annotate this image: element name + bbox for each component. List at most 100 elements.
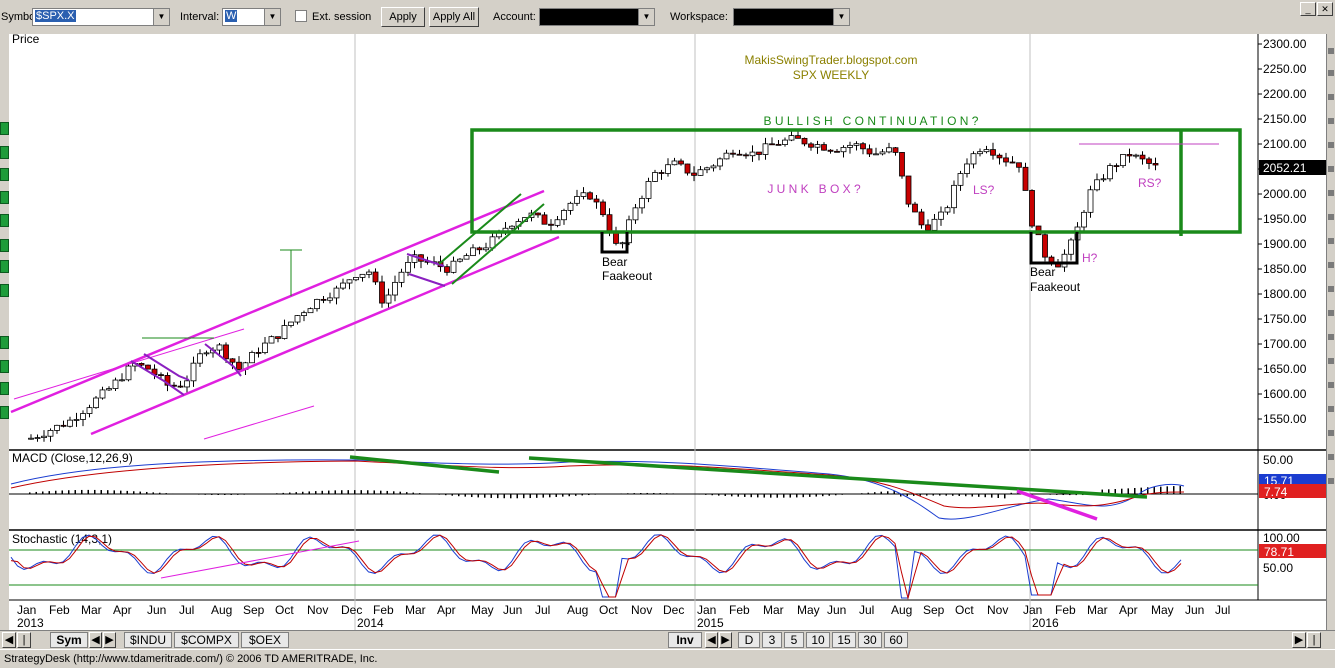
tool-button[interactable] — [0, 260, 9, 273]
minimize-icon[interactable]: _ — [1300, 2, 1316, 16]
tool-dot[interactable] — [1328, 430, 1334, 436]
macd-bar — [737, 494, 739, 497]
tool-dot[interactable] — [1328, 118, 1334, 124]
macd-bar — [633, 493, 635, 494]
tool-button[interactable] — [0, 214, 9, 227]
account-combo[interactable]: ▼ — [539, 8, 655, 26]
candle-body — [405, 262, 411, 273]
apply-button[interactable]: Apply — [381, 7, 425, 27]
period-tab[interactable]: 60 — [884, 632, 908, 648]
scroll-right-icon[interactable]: | — [1307, 632, 1321, 648]
tool-button[interactable] — [0, 382, 9, 395]
dropdown-arrow-icon[interactable]: ▼ — [638, 9, 654, 25]
period-tab[interactable]: 10 — [806, 632, 830, 648]
scroll-right-icon[interactable]: ▶ — [103, 632, 116, 648]
tool-button[interactable] — [0, 284, 9, 297]
macd-bar — [29, 492, 31, 494]
tool-dot[interactable] — [1328, 454, 1334, 460]
macd-bar — [334, 490, 336, 494]
macd-bar — [685, 493, 687, 495]
tool-dot[interactable] — [1328, 48, 1334, 54]
tool-dot[interactable] — [1328, 478, 1334, 484]
candle-body — [73, 419, 80, 421]
symbol-tab[interactable]: $INDU — [124, 632, 172, 648]
candle-body — [743, 154, 749, 157]
symbol-tab[interactable]: $COMPX — [174, 632, 239, 648]
symbol-value[interactable]: $SPX.X — [35, 10, 76, 22]
right-tool-strip — [1326, 34, 1335, 630]
stoch-tick-label: 100.00 — [1263, 531, 1300, 545]
tool-button[interactable] — [0, 168, 9, 181]
price-chart[interactable]: Price MakisSwingTrader.blogspot.com SPX … — [9, 34, 1326, 630]
bear-fakeout-label: Faakeout — [1030, 280, 1081, 294]
h-annotation: H? — [1082, 251, 1098, 265]
tool-dot[interactable] — [1328, 142, 1334, 148]
tool-dot[interactable] — [1328, 238, 1334, 244]
macd-bar — [42, 491, 44, 494]
tool-dot[interactable] — [1328, 382, 1334, 388]
tool-button[interactable] — [0, 360, 9, 373]
close-icon[interactable]: ✕ — [1317, 2, 1333, 16]
flag-line — [204, 343, 242, 377]
apply-all-button[interactable]: Apply All — [429, 7, 479, 27]
macd-bar — [607, 493, 609, 495]
interval-value[interactable]: W — [225, 10, 238, 22]
period-tab[interactable]: 30 — [858, 632, 882, 648]
scroll-left-icon[interactable]: | — [17, 632, 31, 648]
dropdown-arrow-icon[interactable]: ▼ — [264, 9, 280, 25]
tool-dot[interactable] — [1328, 310, 1334, 316]
sym-tab[interactable]: Sym — [50, 632, 88, 648]
month-label: Mar — [81, 603, 102, 617]
symbol-tab[interactable]: $OEX — [241, 632, 289, 648]
macd-bar — [1036, 494, 1038, 495]
tool-dot[interactable] — [1328, 190, 1334, 196]
scroll-right-icon[interactable]: ▶ — [1292, 632, 1306, 648]
tool-button[interactable] — [0, 191, 9, 204]
macd-bar — [672, 493, 674, 494]
month-label: Apr — [113, 603, 132, 617]
tool-dot[interactable] — [1328, 286, 1334, 292]
symbol-combo[interactable]: $SPX.X ▼ — [32, 8, 170, 26]
period-tab[interactable]: 5 — [784, 632, 804, 648]
tool-button[interactable] — [0, 122, 9, 135]
year-label: 2015 — [697, 616, 724, 630]
dropdown-arrow-icon[interactable]: ▼ — [153, 9, 169, 25]
tool-dot[interactable] — [1328, 214, 1334, 220]
month-label: Jul — [859, 603, 874, 617]
candle-body — [1146, 158, 1152, 164]
tool-dot[interactable] — [1328, 70, 1334, 76]
period-tab[interactable]: 15 — [832, 632, 856, 648]
candle-body — [710, 165, 717, 169]
workspace-combo[interactable]: ▼ — [733, 8, 850, 26]
tool-button[interactable] — [0, 406, 9, 419]
toolbar: Symbol: $SPX.X ▼ Interval: W ▼ Ext. sess… — [0, 0, 1335, 35]
ext-session-checkbox[interactable] — [295, 10, 307, 22]
scroll-left-icon[interactable]: ◀ — [89, 632, 102, 648]
tool-button[interactable] — [0, 146, 9, 159]
tool-button[interactable] — [0, 239, 9, 252]
scroll-right-icon[interactable]: ▶ — [719, 632, 732, 648]
tool-dot[interactable] — [1328, 358, 1334, 364]
macd-bar — [809, 494, 811, 497]
macd-bar — [146, 491, 148, 494]
candle-body — [41, 435, 47, 438]
period-tab[interactable]: D — [738, 632, 760, 648]
scroll-left-icon[interactable]: ◀ — [705, 632, 718, 648]
macd-bar — [516, 494, 518, 499]
tool-dot[interactable] — [1328, 406, 1334, 412]
scroll-left-icon[interactable]: ◀ — [2, 632, 16, 648]
month-label: Jun — [147, 603, 166, 617]
period-tab[interactable]: 3 — [762, 632, 782, 648]
dropdown-arrow-icon[interactable]: ▼ — [833, 9, 849, 25]
inv-tab[interactable]: Inv — [668, 632, 702, 648]
tool-button[interactable] — [0, 336, 9, 349]
tool-dot[interactable] — [1328, 166, 1334, 172]
interval-combo[interactable]: W ▼ — [222, 8, 281, 26]
bottom-tab-bar: ◀ | Sym ◀ ▶ $INDU $COMPX $OEX Inv ◀ ▶ D … — [0, 630, 1335, 649]
macd-bar — [1166, 486, 1168, 494]
tool-dot[interactable] — [1328, 94, 1334, 100]
interval-label: Interval: — [180, 11, 220, 23]
tool-dot[interactable] — [1328, 334, 1334, 340]
tool-dot[interactable] — [1328, 262, 1334, 268]
month-label: Feb — [1055, 603, 1076, 617]
